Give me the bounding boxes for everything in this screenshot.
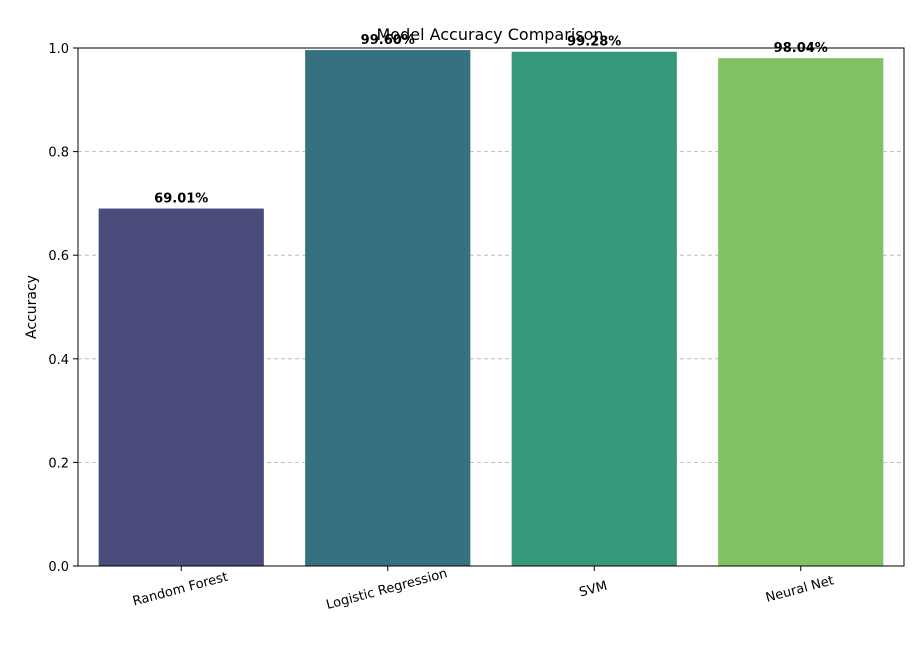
axes-layer [77, 47, 905, 567]
bar-value-label: 99.60% [361, 33, 415, 48]
bar [305, 50, 471, 566]
plot-frame [77, 47, 905, 567]
x-tick-label: SVM [578, 579, 609, 601]
bar [511, 51, 677, 566]
x-ticks-layer: Random Forest Logistic Regression SVM Neura… [131, 566, 836, 613]
y-ticks-layer: 0.0 0.2 0.4 0.6 0.8 1.0 [48, 42, 78, 575]
y-axis-title: Accuracy [24, 275, 40, 339]
y-tick-label: 0.4 [48, 353, 69, 368]
x-tick-label: Neural Net [764, 573, 835, 606]
bar [718, 58, 884, 566]
x-tick-label: Logistic Regression [325, 566, 449, 613]
bar [98, 208, 264, 566]
data-labels-layer: 69.01% 99.60% 99.28% 98.04% [154, 33, 828, 206]
chart-title: Model Accuracy Comparison [376, 25, 603, 44]
y-tick-label: 0.2 [48, 456, 69, 471]
y-tick-label: 1.0 [48, 42, 69, 57]
y-tick-label: 0.0 [48, 560, 69, 575]
bar-value-label: 99.28% [567, 35, 621, 50]
y-tick-label: 0.8 [48, 146, 69, 161]
y-tick-label: 0.6 [48, 249, 69, 264]
x-tick-label: Random Forest [131, 570, 229, 610]
bar-value-label: 98.04% [774, 41, 828, 56]
bar-value-label: 69.01% [154, 192, 208, 207]
bars-layer [98, 50, 884, 566]
